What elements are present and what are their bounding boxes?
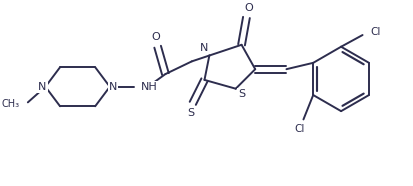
Text: Cl: Cl [370,27,380,37]
Text: N: N [108,82,116,92]
Text: O: O [151,32,160,42]
Text: Cl: Cl [294,124,304,134]
Text: S: S [187,108,194,118]
Text: S: S [237,89,244,99]
Text: N: N [38,82,47,92]
Text: CH₃: CH₃ [2,99,20,109]
Text: NH: NH [141,82,157,92]
Text: N: N [200,43,208,53]
Text: O: O [243,3,252,13]
